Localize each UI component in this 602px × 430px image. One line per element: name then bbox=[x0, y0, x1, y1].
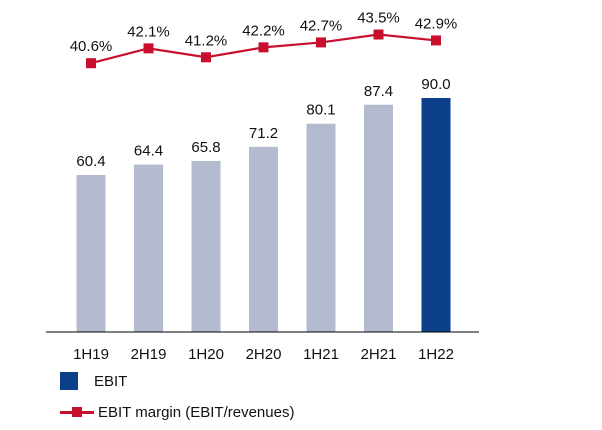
margin-series bbox=[86, 29, 441, 69]
bar-label-1H20: 65.8 bbox=[191, 139, 220, 156]
bar-2H20 bbox=[249, 146, 278, 332]
margin-point-1H22 bbox=[431, 35, 441, 46]
tick-2H20: 2H20 bbox=[246, 346, 282, 363]
legend-swatch-ebit bbox=[60, 372, 78, 390]
tick-1H21: 1H21 bbox=[303, 346, 339, 363]
bar-1H22 bbox=[421, 98, 451, 332]
margin-point-1H21 bbox=[316, 37, 326, 48]
bar-value-labels: 60.4 64.4 65.8 71.2 80.1 87.4 90.0 bbox=[76, 76, 450, 170]
margin-label-1H21: 42.7% bbox=[300, 17, 343, 34]
bar-label-1H22: 90.0 bbox=[421, 76, 450, 93]
legend-label-margin: EBIT margin (EBIT/revenues) bbox=[98, 403, 295, 421]
bar-label-2H20: 71.2 bbox=[249, 125, 278, 142]
margin-label-2H20: 42.2% bbox=[242, 22, 285, 39]
bar-1H20 bbox=[191, 160, 221, 332]
x-tick-labels: 1H19 2H19 1H20 2H20 1H21 2H21 1H22 bbox=[73, 346, 454, 363]
bar-1H21 bbox=[306, 123, 336, 333]
margin-label-1H20: 41.2% bbox=[185, 32, 228, 49]
margin-point-2H19 bbox=[143, 43, 154, 54]
legend-swatch-margin bbox=[60, 403, 94, 421]
bar-label-1H21: 80.1 bbox=[306, 102, 335, 119]
margin-point-1H20 bbox=[201, 52, 211, 63]
tick-1H22: 1H22 bbox=[418, 346, 454, 363]
bar-series bbox=[76, 98, 451, 333]
margin-point-2H21 bbox=[373, 29, 384, 40]
margin-label-1H22: 42.9% bbox=[415, 15, 458, 32]
bar-2H21 bbox=[364, 104, 393, 332]
bar-label-1H19: 60.4 bbox=[76, 153, 105, 170]
tick-1H19: 1H19 bbox=[73, 346, 109, 363]
legend-label-ebit: EBIT bbox=[94, 372, 128, 390]
tick-2H19: 2H19 bbox=[131, 346, 167, 363]
bar-label-2H21: 87.4 bbox=[364, 83, 393, 100]
margin-value-labels: 40.6% 42.1% 41.2% 42.2% 42.7% 43.5% 42.9% bbox=[70, 10, 458, 56]
bar-1H19 bbox=[76, 174, 106, 332]
tick-2H21: 2H21 bbox=[361, 346, 397, 363]
margin-point-2H20 bbox=[258, 42, 269, 53]
margin-label-2H19: 42.1% bbox=[127, 23, 170, 40]
margin-label-1H19: 40.6% bbox=[70, 38, 113, 55]
margin-label-2H21: 43.5% bbox=[357, 10, 400, 27]
legend-item-ebit: EBIT bbox=[60, 372, 127, 390]
legend-item-margin: EBIT margin (EBIT/revenues) bbox=[60, 403, 294, 421]
bar-label-2H19: 64.4 bbox=[134, 143, 163, 160]
bar-2H19 bbox=[134, 164, 163, 332]
margin-point-1H19 bbox=[86, 58, 96, 69]
tick-1H20: 1H20 bbox=[188, 346, 224, 363]
